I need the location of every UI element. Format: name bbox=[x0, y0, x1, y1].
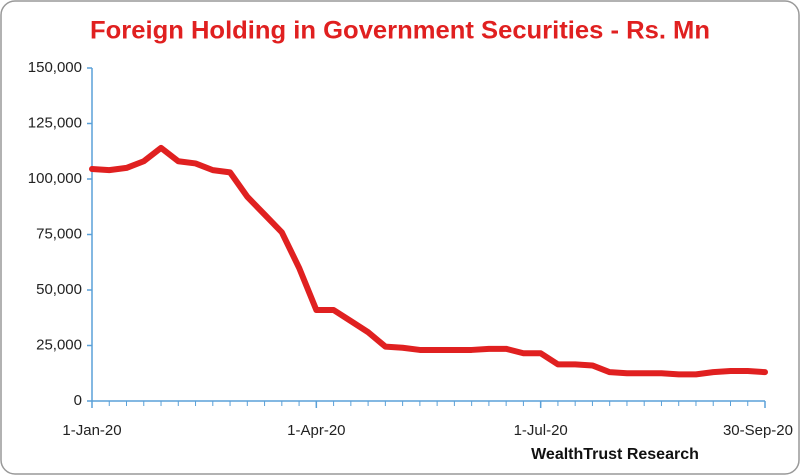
data-line bbox=[89, 144, 768, 378]
y-tick-label: 150,000 bbox=[28, 59, 82, 76]
y-tick-label: 100,000 bbox=[28, 170, 82, 187]
x-tick-label: 30-Sep-20 bbox=[723, 422, 793, 439]
y-tick-label: 50,000 bbox=[36, 281, 82, 298]
y-tick-label: 25,000 bbox=[36, 336, 82, 353]
y-tick-label: 0 bbox=[74, 392, 82, 409]
source: WealthTrust Research bbox=[531, 446, 699, 463]
y-tick-label: 75,000 bbox=[36, 225, 82, 242]
x-tick-label: 1-Jul-20 bbox=[514, 422, 568, 439]
x-tick-label: 1-Apr-20 bbox=[287, 422, 345, 439]
y-tick-label: 125,000 bbox=[28, 114, 82, 131]
chart-title: Foreign Holding in Government Securities… bbox=[90, 17, 710, 45]
x-tick-label: 1-Jan-20 bbox=[62, 422, 121, 439]
